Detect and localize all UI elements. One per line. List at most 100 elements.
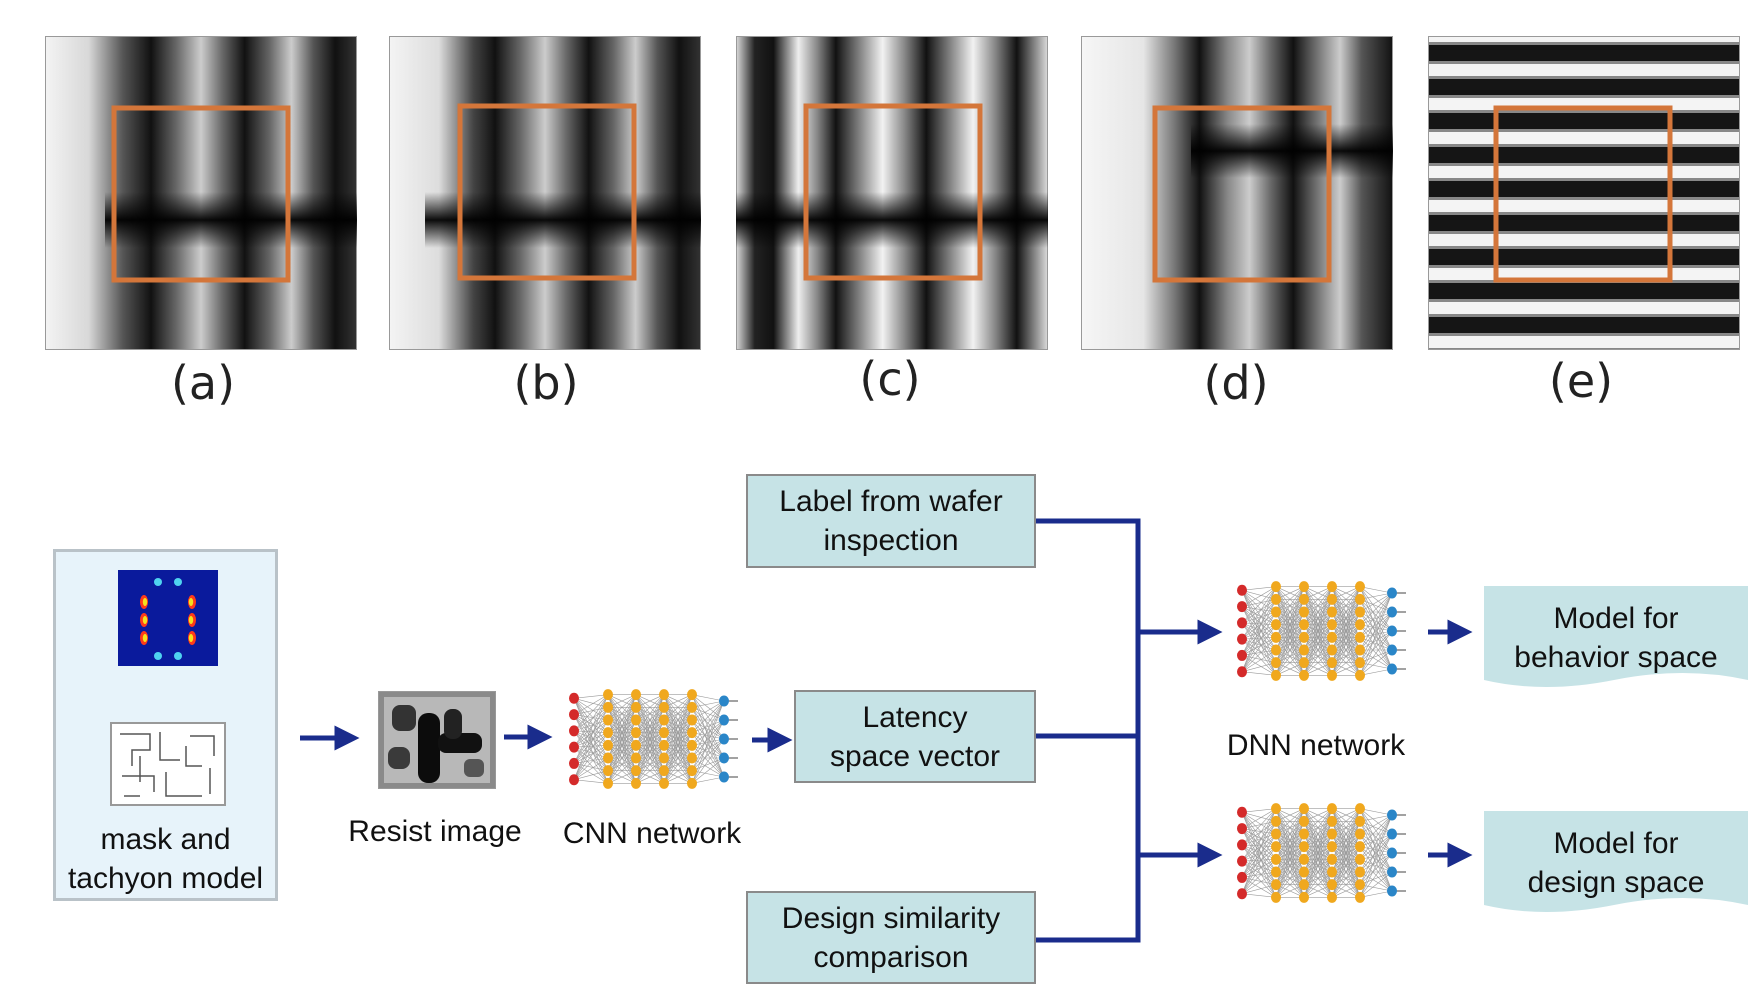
nn-edge — [1359, 833, 1393, 898]
nn-edge — [573, 757, 609, 764]
nn-edge — [1275, 808, 1305, 898]
nn-edge — [1241, 611, 1277, 672]
nn-edge — [1303, 611, 1333, 676]
nn-edge — [1303, 586, 1333, 600]
nn-node — [1299, 657, 1309, 669]
nn-edge — [1275, 808, 1305, 873]
nn-edge — [1241, 586, 1277, 656]
nn-edge — [1359, 871, 1393, 892]
panel-e-image — [1428, 36, 1740, 350]
nn-edge — [1275, 833, 1305, 898]
nn-node — [569, 774, 579, 786]
nn-edge — [573, 779, 609, 784]
nn-node — [719, 733, 729, 745]
nn-node — [1299, 879, 1309, 891]
nn-edge — [1241, 833, 1277, 846]
nn-node — [1271, 593, 1281, 605]
nn-edge — [1275, 586, 1305, 600]
panel-c — [736, 36, 1048, 350]
nn-edge — [1359, 611, 1393, 651]
nn-node — [631, 714, 641, 726]
nn-edge — [1331, 859, 1361, 898]
nn-edge — [1331, 871, 1361, 898]
nn-edge — [1241, 622, 1277, 638]
nn-edge — [573, 745, 609, 764]
nn-node — [659, 727, 669, 739]
nn-edge — [635, 694, 665, 733]
nn-node — [1237, 888, 1247, 900]
nn-edge — [1275, 808, 1305, 822]
nn-edge — [1275, 586, 1305, 676]
nn-edge — [1275, 846, 1305, 898]
nn-edge — [573, 730, 609, 733]
nn-edge — [1331, 586, 1361, 613]
nn-edge — [1303, 808, 1333, 898]
nn-edge — [1241, 586, 1277, 640]
nn-node — [1387, 847, 1397, 859]
nn-node — [1327, 891, 1337, 903]
nn-node — [1299, 644, 1309, 656]
nn-edge — [573, 732, 609, 780]
nn-node — [1237, 855, 1247, 867]
resist-image — [378, 691, 496, 789]
nn-edge — [635, 694, 665, 746]
nn-edge — [1359, 814, 1393, 873]
nn-edge — [1241, 637, 1277, 640]
nn-node — [1327, 619, 1337, 631]
nn-edge — [1241, 844, 1277, 873]
nn-edge — [1241, 649, 1277, 672]
roi-frame — [803, 103, 983, 281]
nn-edge — [691, 757, 725, 771]
nn-node — [659, 777, 669, 789]
nn-node — [1387, 606, 1397, 618]
nn-edge — [635, 694, 665, 708]
nn-edge — [1359, 649, 1393, 676]
nn-node — [1355, 815, 1365, 827]
nn-node — [1299, 581, 1309, 593]
nn-edge — [573, 719, 609, 780]
nn-node — [1387, 809, 1397, 821]
nn-edge — [1241, 622, 1277, 663]
panel-label-d: (d) — [1203, 356, 1269, 410]
nn-node — [1271, 644, 1281, 656]
nn-edge — [1303, 586, 1333, 651]
nn-edge — [1331, 649, 1361, 676]
nn-edge — [573, 694, 609, 780]
nn-edge — [1303, 846, 1333, 898]
nn-edge — [1359, 662, 1393, 670]
nn-edge — [1359, 852, 1393, 885]
nn-edge — [1241, 844, 1277, 847]
nn-edge — [607, 694, 637, 721]
nn-node — [1327, 853, 1337, 865]
nn-edge — [691, 700, 725, 708]
nn-edge — [1331, 808, 1361, 873]
nn-edge — [1303, 662, 1333, 676]
nn-edge — [663, 694, 693, 746]
panel-c-image — [736, 36, 1048, 350]
nn-edge — [1241, 859, 1277, 894]
cnn-network-caption: CNN network — [562, 817, 742, 850]
nn-edge — [1303, 586, 1333, 613]
nn-node — [719, 714, 729, 726]
behavior-model-tag: Model for behavior space — [1484, 586, 1748, 690]
nn-node — [687, 714, 697, 726]
nn-edge — [1359, 814, 1393, 898]
nn-edge — [1303, 624, 1333, 676]
nn-node — [1299, 841, 1309, 853]
nn-edge — [691, 738, 725, 784]
nn-edge — [1303, 586, 1333, 676]
nn-edge — [1359, 586, 1393, 613]
nn-edge — [1359, 821, 1393, 835]
nn-edge — [1241, 808, 1277, 894]
nn-edge — [1275, 586, 1305, 638]
nn-edge — [1275, 611, 1305, 676]
nn-edge — [1241, 821, 1277, 894]
roi-frame — [111, 105, 291, 283]
nn-node — [1271, 879, 1281, 891]
nn-edge — [1241, 599, 1277, 624]
nn-edge — [1241, 637, 1277, 656]
nn-edge — [1359, 833, 1393, 885]
nn-node — [659, 714, 669, 726]
nn-edge — [1331, 662, 1361, 676]
nn-node — [1271, 828, 1281, 840]
